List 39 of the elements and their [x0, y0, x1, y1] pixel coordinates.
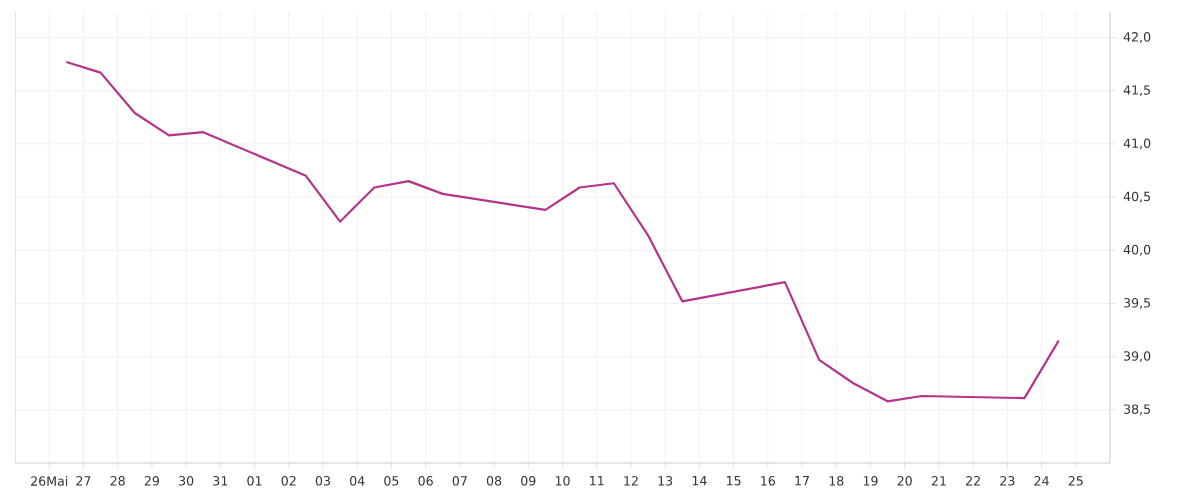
- x-tick-label: 07: [452, 476, 467, 486]
- x-tick-label: 16: [761, 476, 776, 486]
- y-tick-label: 40,5: [1123, 191, 1151, 203]
- y-tick-label: 38,5: [1124, 404, 1151, 416]
- x-tick-label: 28: [110, 476, 125, 486]
- y-tick-label: 39,5: [1124, 298, 1151, 309]
- y-tick-label: 41,5: [1123, 85, 1151, 97]
- x-tick-label: 06: [418, 476, 433, 486]
- x-tick-label: 08: [486, 476, 502, 486]
- x-tick-label: 27: [76, 476, 91, 486]
- x-tick-label: 11: [590, 476, 604, 486]
- x-tick-label: 14: [692, 476, 707, 486]
- y-tick-label: 41,0: [1123, 138, 1151, 150]
- x-tick-label: 02: [281, 476, 296, 486]
- x-tick-label: 18: [829, 476, 844, 486]
- x-tick-label: 04: [349, 476, 365, 486]
- y-tick-label: 39,0: [1124, 351, 1151, 363]
- x-tick-label: 22: [966, 476, 980, 486]
- x-tick-label: 21: [931, 476, 946, 486]
- x-tick-label: 13: [658, 476, 673, 486]
- y-tick-label: 42,0: [1123, 32, 1151, 43]
- x-tick-label: 12: [624, 476, 638, 486]
- x-tick-label: 26Mai: [31, 476, 68, 486]
- x-tick-label: 23: [1000, 476, 1015, 486]
- x-tick-label: 17: [795, 476, 809, 486]
- x-tick-label: 15: [726, 476, 741, 486]
- x-tick-label: 09: [521, 476, 536, 486]
- x-tick-label: 30: [179, 476, 194, 486]
- y-tick-label: 40,0: [1123, 244, 1151, 256]
- x-tick-label: 10: [555, 476, 570, 486]
- x-tick-label: 19: [863, 476, 878, 486]
- x-tick-label: 05: [384, 476, 399, 486]
- x-tick-label: 24: [1034, 476, 1049, 486]
- x-tick-label: 31: [213, 476, 228, 486]
- x-tick-label: 03: [315, 476, 330, 486]
- x-tick-label: 25: [1068, 476, 1083, 486]
- x-tick-label: 20: [897, 476, 912, 486]
- x-tick-label: 01: [247, 476, 262, 486]
- x-tick-label: 29: [144, 476, 159, 486]
